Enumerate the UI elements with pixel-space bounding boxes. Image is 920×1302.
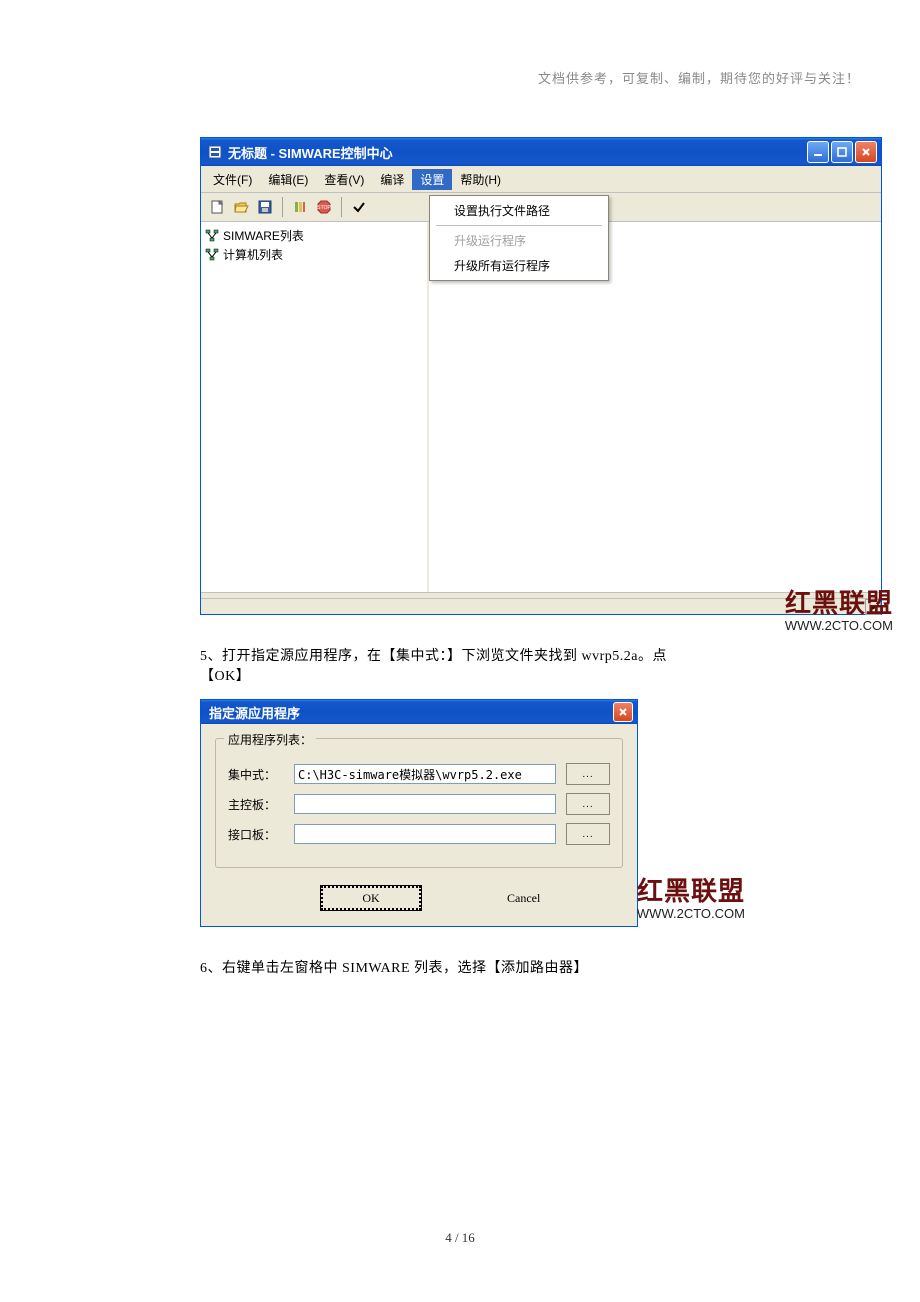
dialog-title: 指定源应用程序 [209,703,613,722]
group-label: 应用程序列表： [224,731,316,748]
label-centralized: 集中式： [228,766,284,783]
tree-item-computer[interactable]: 计算机列表 [205,245,423,264]
simware-window: 无标题 - SIMWARE控制中心 文件(F) 编辑(E) 查看(V) 编译 设… [200,137,882,615]
input-interface[interactable] [294,824,556,844]
tree-pane[interactable]: SIMWARE列表 计算机列表 [201,222,429,592]
network-icon [205,248,219,262]
label-mainboard: 主控板： [228,796,284,813]
watermark: 红黑联盟 WWW.2CTO.COM [637,871,745,921]
label-interface: 接口板： [228,826,284,843]
step-5-text: 5、打开指定源应用程序，在【集中式：】下浏览文件夹找到 wvrp5.2a。点【O… [200,645,700,685]
scroll-right-icon[interactable]: ▶ [865,599,881,615]
minimize-button[interactable] [807,141,829,163]
input-centralized[interactable] [294,764,556,784]
source-app-dialog: 指定源应用程序 应用程序列表： 集中式： ... 主控板： ... [200,699,638,927]
maximize-button[interactable] [831,141,853,163]
browse-button-2[interactable]: ... [566,793,610,815]
watermark-text: 红黑联盟 [637,871,745,908]
watermark-url: WWW.2CTO.COM [785,618,893,633]
dd-set-path[interactable]: 设置执行文件路径 [432,198,606,223]
open-icon[interactable] [231,197,251,217]
settings-dropdown: 设置执行文件路径 升级运行程序 升级所有运行程序 [429,195,609,281]
input-mainboard[interactable] [294,794,556,814]
tree-label: 计算机列表 [223,246,283,263]
new-icon[interactable] [207,197,227,217]
save-icon[interactable] [255,197,275,217]
menu-edit[interactable]: 编辑(E) [260,169,316,190]
menubar: 文件(F) 编辑(E) 查看(V) 编译 设置 帮助(H) [201,166,881,193]
menu-help[interactable]: 帮助(H) [452,169,509,190]
stop-icon[interactable]: STOP [314,197,334,217]
client-area: SIMWARE列表 计算机列表 设置执行文件路径 升级运行程序 升级所有运行程序 [201,222,881,592]
browse-button-1[interactable]: ... [566,763,610,785]
right-pane: 设置执行文件路径 升级运行程序 升级所有运行程序 [429,222,881,592]
window-title: 无标题 - SIMWARE控制中心 [228,143,807,162]
menu-compile[interactable]: 编译 [372,169,412,190]
hscrollbar[interactable]: ▶ [201,598,881,614]
network-icon [205,229,219,243]
dialog-titlebar[interactable]: 指定源应用程序 [201,700,637,724]
close-button[interactable] [855,141,877,163]
tree-item-simware[interactable]: SIMWARE列表 [205,226,423,245]
step-6-text: 6、右键单击左窗格中 SIMWARE 列表，选择【添加路由器】 [200,957,700,977]
page-header-note: 文档供参考，可复制、编制，期待您的好评与关注！ [0,0,920,87]
dialog-close-button[interactable] [613,702,633,722]
menu-file[interactable]: 文件(F) [205,169,260,190]
app-list-group: 应用程序列表： 集中式： ... 主控板： ... 接口板： ... [215,738,623,868]
menu-settings[interactable]: 设置 [412,169,452,190]
svg-text:STOP: STOP [317,205,331,211]
menu-view[interactable]: 查看(V) [316,169,372,190]
check-icon[interactable] [349,197,369,217]
tree-label: SIMWARE列表 [223,227,304,244]
dd-upgrade-all[interactable]: 升级所有运行程序 [432,253,606,278]
page-number: 4 / 16 [0,1230,920,1246]
watermark-url: WWW.2CTO.COM [637,906,745,921]
browse-button-3[interactable]: ... [566,823,610,845]
compile-icon[interactable] [290,197,310,217]
dd-upgrade: 升级运行程序 [432,228,606,253]
titlebar[interactable]: 无标题 - SIMWARE控制中心 [201,138,881,166]
app-icon [207,144,223,160]
ok-button[interactable]: OK [321,886,421,910]
dd-separator [436,225,602,226]
cancel-button[interactable]: Cancel [507,886,567,910]
